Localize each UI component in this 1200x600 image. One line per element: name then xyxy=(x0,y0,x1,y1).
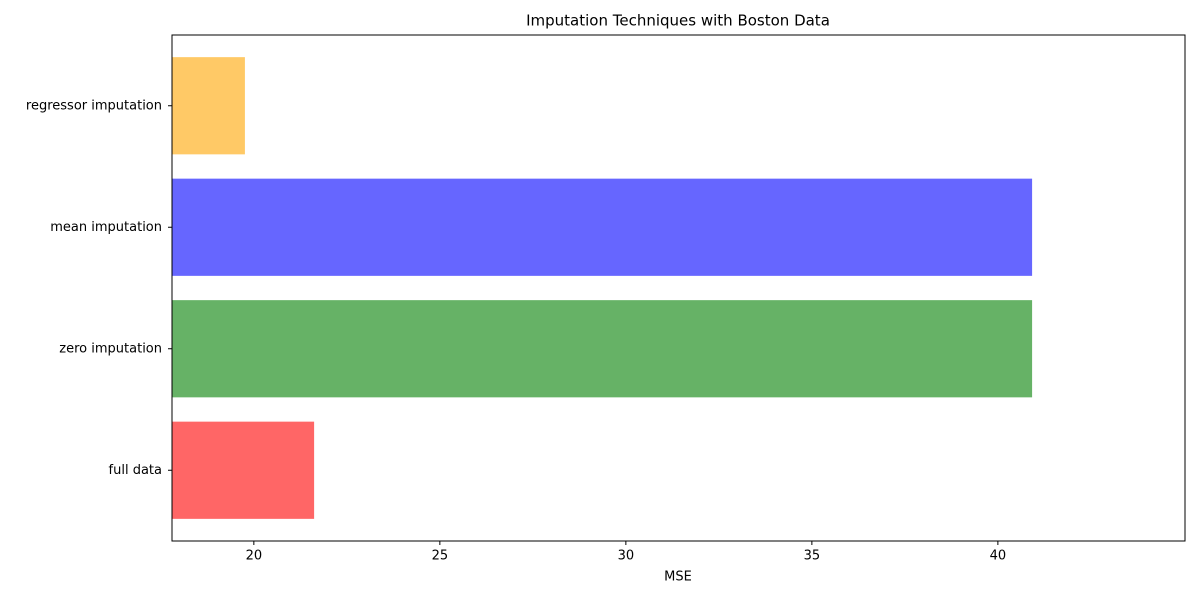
x-tick-label: 25 xyxy=(432,549,449,564)
plot-frame xyxy=(171,34,1186,542)
x-tick-label: 35 xyxy=(804,549,821,564)
y-tick-label: zero imputation xyxy=(59,341,162,356)
x-tick-label: 40 xyxy=(990,549,1007,564)
bar xyxy=(172,300,1033,398)
x-axis-label: MSE xyxy=(664,570,692,585)
y-tick-label: regressor imputation xyxy=(26,98,162,113)
chart-title: Imputation Techniques with Boston Data xyxy=(526,12,830,30)
x-tick-label: 20 xyxy=(246,549,263,564)
bar xyxy=(172,421,315,519)
y-tick-label: mean imputation xyxy=(50,220,162,235)
y-tick-label: full data xyxy=(109,463,162,478)
x-tick-label: 30 xyxy=(618,549,635,564)
bar xyxy=(172,57,245,155)
bar xyxy=(172,178,1033,276)
